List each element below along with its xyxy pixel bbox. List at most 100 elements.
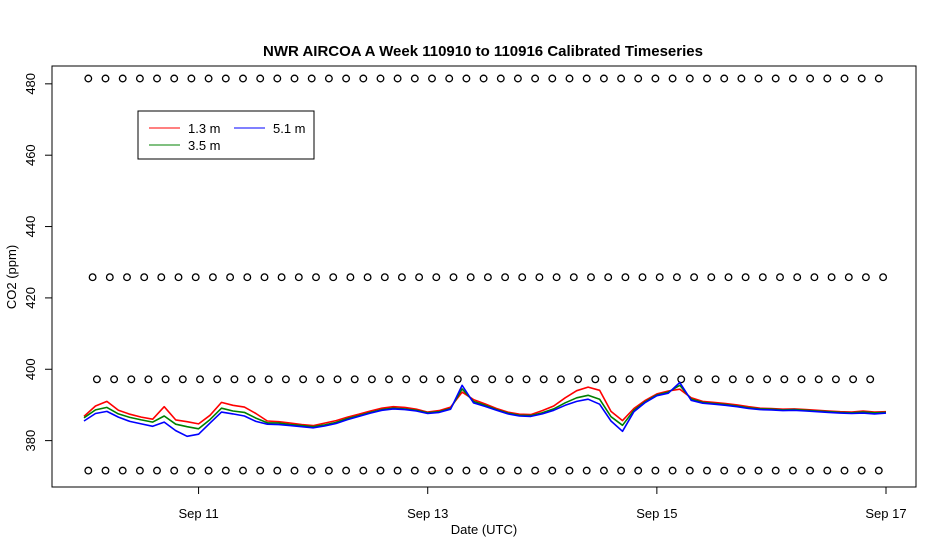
reference-point [101, 466, 110, 475]
reference-point [531, 466, 540, 475]
reference-point [823, 466, 832, 475]
x-axis-label: Date (UTC) [451, 522, 517, 537]
reference-point [281, 375, 290, 384]
reference-point [277, 273, 286, 282]
reference-point [617, 466, 626, 475]
reference-point [879, 273, 888, 282]
reference-point [651, 466, 660, 475]
reference-point [690, 273, 699, 282]
reference-point [660, 375, 668, 384]
reference-point [84, 466, 93, 475]
reference-point [380, 273, 389, 282]
reference-point [866, 375, 875, 384]
reference-point [874, 466, 883, 475]
reference-point [135, 74, 144, 83]
reference-point [329, 273, 338, 282]
reference-point [105, 273, 114, 282]
reference-point [685, 466, 694, 475]
legend-label-1-3m: 1.3 m [188, 121, 221, 136]
reference-point [849, 375, 858, 384]
reference-point [273, 466, 282, 475]
reference-point [264, 375, 273, 384]
reference-point [565, 466, 574, 475]
reference-point [741, 273, 750, 282]
reference-point [359, 466, 368, 475]
reference-point [221, 74, 230, 83]
reference-point [312, 273, 320, 282]
reference-point [831, 375, 840, 384]
y-tick-label: 420 [23, 287, 38, 309]
axes-layer: Sep 11 Sep 13 Sep 15 Sep 17 380 400 420 440 460 4… [23, 73, 907, 521]
reference-point [367, 375, 376, 384]
reference-point [505, 375, 514, 384]
reference-point [814, 375, 823, 384]
reference-point [780, 375, 789, 384]
reference-point [861, 273, 870, 282]
reference-point [754, 466, 763, 475]
reference-point [140, 273, 149, 282]
reference-point [797, 375, 806, 384]
series-line-1-3-m [83, 386, 887, 427]
y-tick-label: 440 [23, 216, 38, 238]
legend-label-3-5m: 3.5 m [188, 138, 221, 153]
reference-point [290, 74, 299, 83]
reference-point [758, 273, 767, 282]
reference-point [737, 74, 746, 83]
reference-point [565, 74, 574, 83]
reference-point [501, 273, 510, 282]
reference-point [806, 466, 815, 475]
reference-point [419, 375, 428, 384]
reference-point [342, 74, 351, 83]
legend-label-5-1m: 5.1 m [273, 121, 306, 136]
reference-point [857, 74, 866, 83]
reference-point [256, 466, 265, 475]
reference-point [793, 273, 802, 282]
reference-point [763, 375, 772, 384]
reference-point [204, 466, 213, 475]
reference-point [410, 466, 419, 475]
reference-point [256, 74, 265, 83]
reference-point [857, 466, 866, 475]
reference-point [294, 273, 303, 282]
reference-point [617, 74, 626, 83]
reference-point [621, 273, 630, 282]
reference-point [153, 74, 161, 83]
reference-point [84, 74, 93, 83]
reference-point [539, 375, 548, 384]
reference-point [178, 375, 187, 384]
y-tick-label: 460 [23, 144, 38, 166]
reference-point [771, 466, 780, 475]
reference-point [432, 273, 441, 282]
plot-frame [51, 65, 917, 488]
reference-point [92, 375, 101, 384]
reference-point [170, 466, 179, 475]
reference-point [548, 74, 557, 83]
reference-point [415, 273, 424, 282]
reference-point [608, 375, 617, 384]
reference-point [655, 273, 664, 282]
reference-point [157, 273, 166, 282]
y-tick-label: 380 [23, 430, 38, 452]
reference-point [483, 273, 492, 282]
reference-point [393, 74, 402, 83]
reference-point [428, 74, 436, 83]
reference-point [393, 466, 402, 475]
reference-points-layer [84, 74, 888, 475]
y-tick-label: 480 [23, 73, 38, 95]
reference-point [239, 74, 247, 83]
reference-point [599, 74, 608, 83]
reference-point [711, 375, 720, 384]
chart-title: NWR AIRCOA A Week 110910 to 110916 Calib… [263, 43, 703, 60]
reference-point [445, 74, 454, 83]
reference-point [488, 375, 497, 384]
reference-point [806, 74, 815, 83]
reference-point [213, 375, 222, 384]
reference-point [703, 74, 711, 83]
reference-point [127, 375, 136, 384]
reference-point [728, 375, 737, 384]
reference-point [226, 273, 235, 282]
reference-point [191, 273, 200, 282]
reference-point [170, 74, 179, 83]
reference-point [243, 273, 252, 282]
